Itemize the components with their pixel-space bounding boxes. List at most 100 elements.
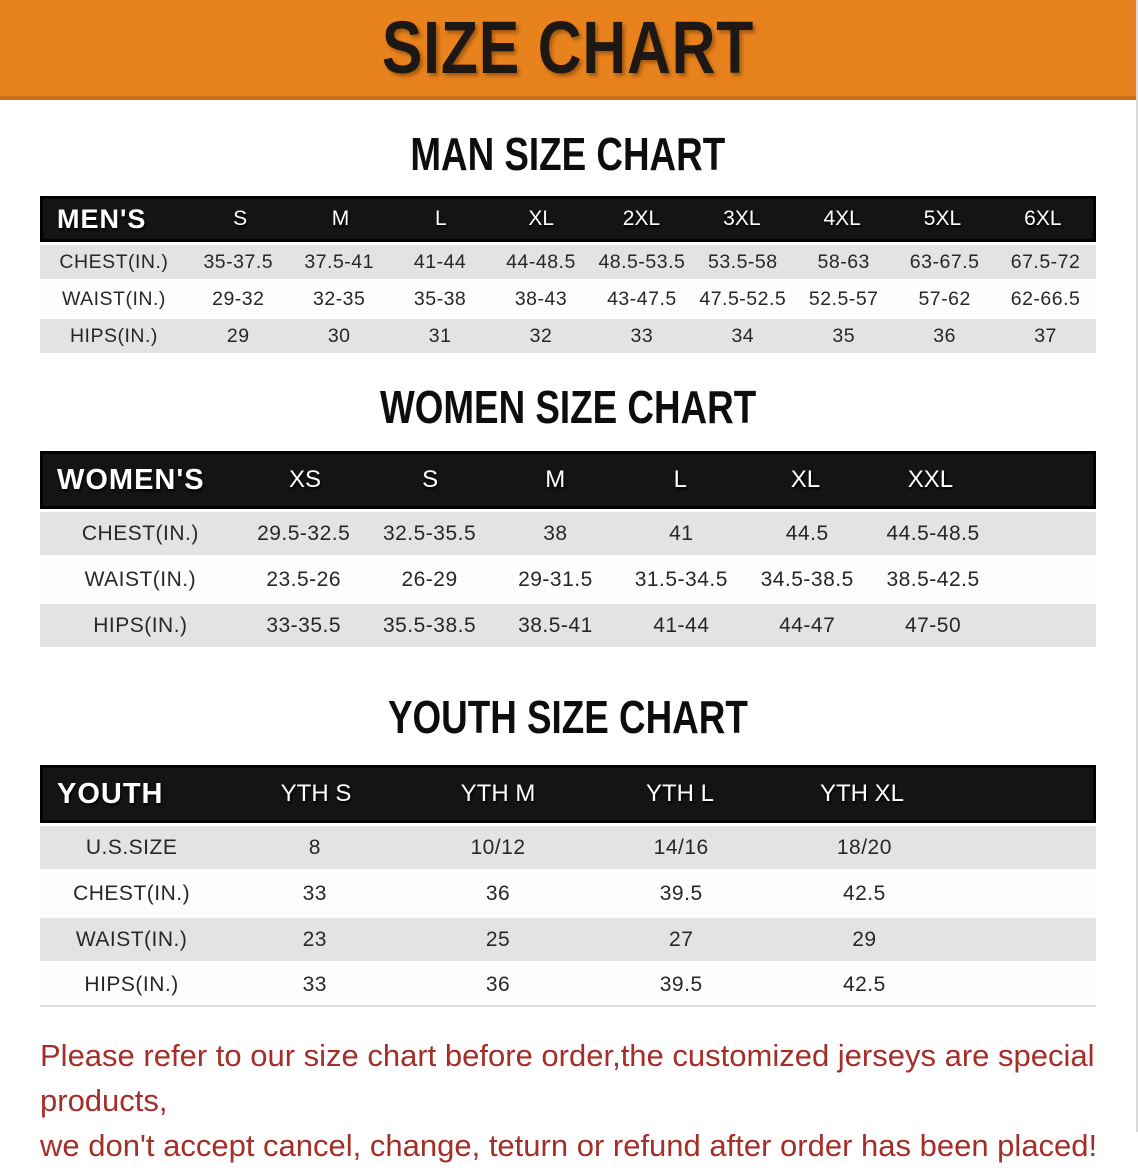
size-value: 36	[485, 972, 511, 996]
row-label: HIPS(IN.)	[84, 972, 179, 996]
size-table-youth: YOUTH YTH S YTH M YTH L YTH XL U.S.SIZE 8 10…	[40, 765, 1096, 1007]
size-value: 36	[485, 881, 511, 905]
table-row: U.S.SIZE 8 10/12 14/16 18/20	[40, 826, 1096, 869]
section-title: YOUTH SIZE CHART	[0, 693, 1136, 741]
size-value: 63-67.5	[909, 250, 980, 273]
disclaimer-line-2: we don't accept cancel, change, teturn o…	[40, 1128, 1098, 1163]
size-value: 33	[630, 324, 654, 347]
size-value: 23.5-26	[266, 567, 342, 591]
size-value: 18/20	[836, 835, 892, 859]
size-value: 32-35	[313, 287, 366, 310]
size-section-man: MAN SIZE CHART MEN'S S M L XL 2XL 3XL 4XL 5XL 6X…	[0, 130, 1136, 353]
size-column-header: 5XL	[923, 207, 962, 230]
table-header-label: MEN'S	[57, 203, 147, 234]
size-value: 41-44	[653, 613, 710, 637]
size-value: 29	[852, 927, 877, 951]
size-value: 36	[933, 324, 956, 347]
row-label: WAIST(IN.)	[84, 567, 197, 591]
size-value: 30	[327, 324, 351, 347]
size-section-youth: YOUTH SIZE CHART YOUTH YTH S YTH M YTH L YT…	[0, 693, 1136, 1007]
sections: MAN SIZE CHART MEN'S S M L XL 2XL 3XL 4XL 5XL 6X…	[0, 130, 1136, 1007]
size-value: 29	[226, 324, 250, 347]
section-title-text: MAN SIZE CHART	[410, 128, 726, 180]
section-title-text: WOMEN SIZE CHART	[379, 381, 757, 433]
size-value: 39.5	[659, 972, 703, 996]
size-value: 44-48.5	[506, 250, 576, 273]
table-row: HIPS(IN.) 33 36 39.5 42.5	[40, 964, 1096, 1007]
size-column-header: XL	[790, 466, 821, 493]
size-column-header: 6XL	[1024, 207, 1062, 230]
size-value: 38.5-42.5	[886, 567, 980, 591]
size-value: 58-63	[817, 250, 870, 273]
size-value: 35-38	[413, 287, 467, 310]
size-table-man: MEN'S S M L XL 2XL 3XL 4XL 5XL 6XL CHEST(IN.) 35…	[40, 196, 1096, 353]
size-value: 27	[669, 927, 694, 951]
table-header-label: WOMEN'S	[57, 463, 205, 496]
table-row: WAIST(IN.) 23.5-26 26-29 29-31.5 31.5-34.5 3…	[40, 558, 1096, 601]
table-body: U.S.SIZE 8 10/12 14/16 18/20 CHEST(IN.) 33 3…	[40, 826, 1096, 1007]
size-value: 42.5	[842, 881, 886, 905]
row-label: CHEST(IN.)	[59, 250, 169, 273]
table-row: CHEST(IN.) 33 36 39.5 42.5	[40, 872, 1096, 915]
size-value: 29.5-32.5	[257, 521, 351, 545]
row-label: CHEST(IN.)	[81, 521, 199, 545]
size-value: 31	[428, 324, 452, 347]
size-column-header: S	[233, 207, 248, 230]
size-value: 23	[302, 927, 327, 951]
table-header-row: YOUTH YTH S YTH M YTH L YTH XL	[40, 765, 1096, 823]
size-value: 25	[485, 927, 511, 951]
size-value: 34.5-38.5	[760, 567, 854, 591]
size-value: 44.5-48.5	[886, 521, 980, 545]
size-value: 43-47.5	[607, 287, 677, 310]
size-value: 52.5-57	[808, 287, 879, 310]
size-value: 67.5-72	[1010, 250, 1081, 273]
table-body: CHEST(IN.) 29.5-32.5 32.5-35.5 38 41 44.5 44.…	[40, 512, 1096, 647]
row-label: HIPS(IN.)	[69, 324, 158, 347]
size-column-header: YTH S	[280, 780, 352, 807]
table-row: WAIST(IN.) 23 25 27 29	[40, 918, 1096, 961]
size-value: 41	[669, 521, 694, 545]
size-value: 42.5	[842, 972, 886, 996]
section-title-text: YOUTH SIZE CHART	[388, 691, 748, 743]
size-value: 62-66.5	[1010, 287, 1081, 310]
size-value: 44-47	[779, 613, 836, 637]
size-value: 34	[731, 324, 755, 347]
size-value: 33	[302, 881, 327, 905]
table-header-label: YOUTH	[57, 777, 164, 810]
size-column-header: YTH XL	[819, 780, 905, 807]
size-column-header: XS	[289, 466, 322, 493]
size-column-header: XXL	[907, 466, 954, 493]
size-value: 44.5	[785, 521, 829, 545]
size-value: 32	[529, 324, 553, 347]
disclaimer: Please refer to our size chart before or…	[0, 1033, 1136, 1168]
size-value: 29-31.5	[518, 567, 593, 591]
banner: SIZE CHART	[0, 0, 1136, 100]
size-column-header: M	[331, 207, 350, 230]
row-label: CHEST(IN.)	[73, 881, 191, 905]
table-header-row: MEN'S S M L XL 2XL 3XL 4XL 5XL 6XL	[40, 196, 1096, 242]
disclaimer-line-1: Please refer to our size chart before or…	[40, 1038, 1095, 1118]
size-value: 35	[832, 324, 856, 347]
row-label: U.S.SIZE	[85, 835, 178, 859]
size-column-header: 4XL	[823, 207, 861, 230]
page-title-text: SIZE CHART	[381, 6, 755, 89]
table-header-row: WOMEN'S XS S M L XL XXL	[40, 451, 1096, 509]
size-column-header: 3XL	[723, 207, 761, 230]
size-value: 35.5-38.5	[382, 613, 477, 637]
section-title: WOMEN SIZE CHART	[0, 383, 1136, 431]
table-row: HIPS(IN.) 29 30 31 32 33 34 35 36 37	[40, 319, 1096, 353]
table-row: HIPS(IN.) 33-35.5 35.5-38.5 38.5-41 41-44 44…	[40, 604, 1096, 647]
size-value: 57-62	[918, 287, 971, 310]
size-column-header: S	[422, 466, 439, 493]
size-column-header: 2XL	[622, 207, 661, 230]
size-column-header: L	[434, 207, 447, 230]
size-value: 41-44	[413, 250, 467, 273]
size-column-header: YTH M	[460, 780, 536, 807]
size-column-header: YTH L	[645, 780, 714, 807]
size-column-header: M	[545, 466, 566, 493]
size-value: 29-32	[212, 287, 265, 310]
row-label: WAIST(IN.)	[75, 927, 188, 951]
table-row: CHEST(IN.) 29.5-32.5 32.5-35.5 38 41 44.5 44.…	[40, 512, 1096, 555]
size-section-women: WOMEN SIZE CHART WOMEN'S XS S M L XL XXL CHES…	[0, 383, 1136, 647]
size-value: 39.5	[659, 881, 703, 905]
